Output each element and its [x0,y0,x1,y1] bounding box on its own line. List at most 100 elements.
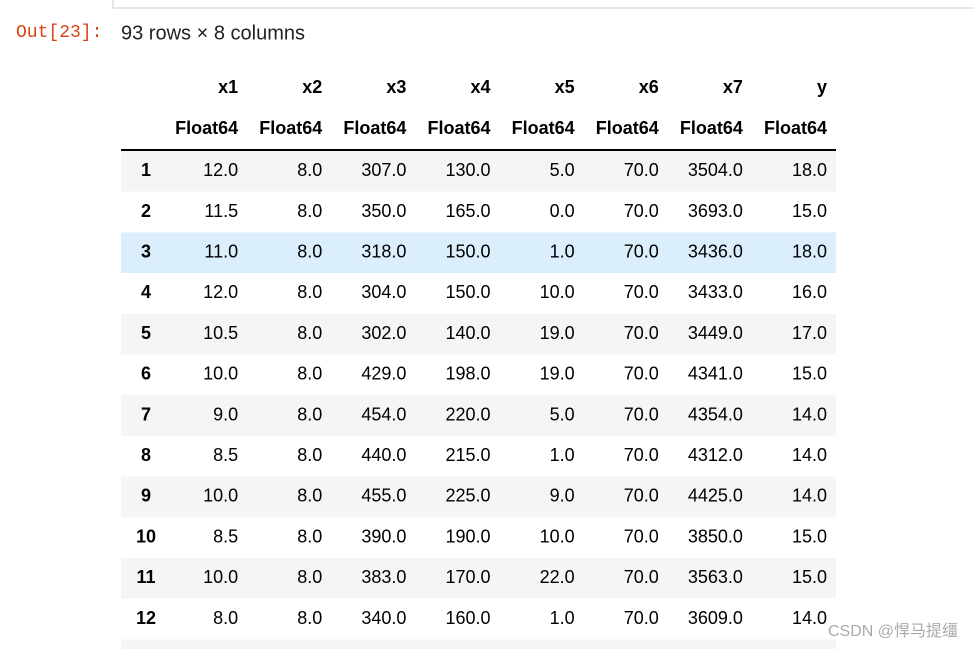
table-cell: 1.0 [550,242,575,262]
column-header: x3 [386,77,406,97]
table-cell: 8.5 [213,445,238,465]
table-cell: 70.0 [624,201,659,221]
table-cell: 11.0 [204,242,238,262]
table-cell: 4354.0 [688,404,743,424]
table-row [121,313,836,355]
table-cell: 70.0 [624,242,659,262]
table-cell: 140.0 [445,323,490,343]
table-cell: 8.0 [297,282,322,302]
table-cell: 18.0 [792,242,827,262]
column-header: x6 [639,77,659,97]
table-cell: 12.0 [203,282,238,302]
row-index: 11 [136,567,155,587]
table-cell: 3693.0 [688,201,743,221]
row-index: 7 [141,404,151,424]
table-cell: 3563.0 [688,567,743,587]
table-row [121,598,836,640]
row-index: 8 [141,445,151,465]
table-cell: 8.0 [297,364,322,384]
table-cell: 150.0 [445,282,490,302]
table-row [121,191,836,233]
table-cell: 429.0 [361,364,406,384]
table-cell: 70.0 [624,404,659,424]
column-type: Float64 [596,118,659,138]
column-header: y [817,77,827,97]
table-cell: 70.0 [624,282,659,302]
row-index: 12 [136,608,156,628]
table-cell: 19.0 [540,323,575,343]
table-cell: 8.0 [297,201,322,221]
column-header: x5 [555,77,575,97]
output-prompt: Out[23]: [16,23,102,43]
table-cell: 170.0 [445,567,490,587]
column-header: x4 [470,77,490,97]
row-index: 4 [141,282,151,302]
table-cell: 70.0 [624,567,659,587]
table-cell: 10.0 [203,486,238,506]
table-cell: 8.0 [297,160,322,180]
table-cell: 318.0 [361,242,406,262]
table-cell: 340.0 [361,608,406,628]
table-cell: 307.0 [361,160,406,180]
table-cell: 8.0 [297,526,322,546]
table-row [121,232,836,274]
table-row-partial [121,639,836,649]
table-cell: 15.0 [792,364,827,384]
table-cell: 70.0 [624,323,659,343]
table-cell: 3609.0 [688,608,743,628]
row-index: 6 [141,364,151,384]
data-table: x1 Float64 x2 Float64 x3 Float64 x4 Float64 x5 Fl… [121,77,836,649]
table-cell: 198.0 [445,364,490,384]
table-cell: 190.0 [445,526,490,546]
table-cell: 5.0 [550,160,575,180]
table-cell: 70.0 [624,160,659,180]
table-cell: 17.0 [792,323,827,343]
table-cell: 0.0 [550,201,575,221]
table-cell: 10.0 [540,282,575,302]
table-cell: 215.0 [445,445,490,465]
row-index: 9 [141,486,151,506]
row-index: 5 [141,323,151,343]
table-cell: 4425.0 [688,486,743,506]
table-cell: 440.0 [361,445,406,465]
table-cell: 3504.0 [688,160,743,180]
table-cell: 70.0 [624,486,659,506]
table-summary: 93 rows × 8 columns [121,22,305,44]
table-cell: 8.0 [297,323,322,343]
table-cell: 350.0 [361,201,406,221]
table-cell: 165.0 [445,201,490,221]
table-row [121,273,836,314]
column-header: x7 [723,77,743,97]
table-cell: 455.0 [361,486,406,506]
table-cell: 11.5 [204,201,238,221]
column-type: Float64 [512,118,575,138]
table-cell: 15.0 [792,201,827,221]
table-cell: 220.0 [445,404,490,424]
table-cell: 10.0 [203,567,238,587]
table-cell: 5.0 [550,404,575,424]
table-cell: 9.0 [550,486,575,506]
column-type: Float64 [259,118,322,138]
table-cell: 8.0 [297,608,322,628]
column-type: Float64 [343,118,406,138]
table-cell: 3433.0 [688,282,743,302]
table-row [121,151,836,192]
table-cell: 12.0 [203,160,238,180]
table-cell: 4341.0 [688,364,743,384]
table-cell: 8.0 [297,486,322,506]
table-cell: 10.5 [203,323,238,343]
table-cell: 70.0 [624,364,659,384]
row-index: 3 [141,242,151,262]
table-cell: 8.0 [297,567,322,587]
table-cell: 14.0 [792,486,827,506]
column-type: Float64 [764,118,827,138]
column-type: Float64 [427,118,490,138]
column-type: Float64 [680,118,743,138]
table-row [121,517,836,558]
row-index: 1 [141,160,151,180]
row-index: 2 [141,201,151,221]
table-cell: 3850.0 [688,526,743,546]
table-cell: 1.0 [550,608,575,628]
